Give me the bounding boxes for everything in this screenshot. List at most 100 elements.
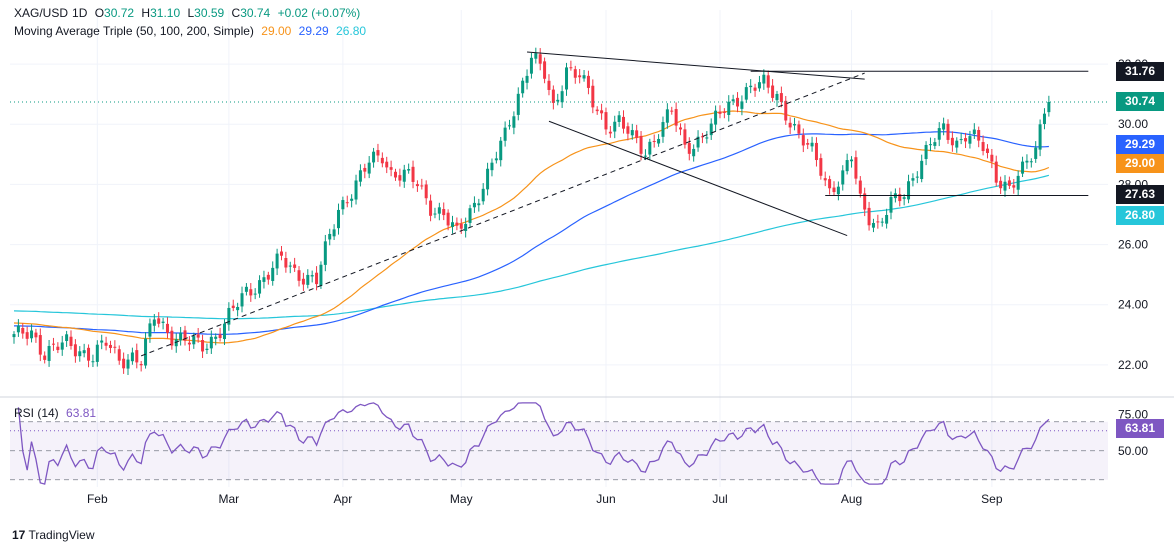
symbol-legend[interactable]: XAG/USD 1D O30.72 H31.10 L30.59 C30.74 +0…: [14, 6, 364, 20]
candle: [481, 183, 485, 205]
candle-body: [915, 176, 919, 178]
candle: [310, 270, 314, 283]
candle-body: [393, 171, 397, 178]
candle-body: [736, 97, 740, 107]
candle: [38, 328, 42, 362]
candle: [832, 181, 836, 196]
candle-body: [319, 264, 323, 286]
candle-body: [674, 109, 678, 126]
candle-body: [648, 141, 652, 155]
ma-legend[interactable]: Moving Average Triple (50, 100, 200, Sim…: [14, 24, 370, 38]
ma100-line: [14, 131, 1049, 335]
candle: [793, 117, 797, 131]
ohlc-open: O30.72: [94, 6, 135, 20]
price-tick-label: 22.00: [1118, 358, 1148, 372]
candle: [100, 334, 104, 350]
price-tick-label: 24.00: [1118, 298, 1148, 312]
candle: [279, 246, 283, 261]
candle-body: [727, 101, 731, 115]
candle-body: [82, 350, 86, 354]
candle: [687, 137, 691, 161]
candle: [21, 323, 25, 339]
candle-body: [398, 175, 402, 181]
candle-body: [832, 187, 836, 193]
candle: [595, 106, 599, 115]
candle-body: [582, 75, 586, 79]
candle-body: [670, 110, 674, 112]
candle-body: [626, 126, 630, 134]
candle-body: [192, 336, 196, 345]
candle-body: [205, 348, 209, 350]
candle: [718, 105, 722, 119]
candle-body: [560, 91, 564, 103]
candle: [73, 339, 77, 363]
candle: [766, 70, 770, 94]
candle-body: [1034, 147, 1038, 159]
candle: [275, 248, 279, 276]
candle-body: [911, 178, 915, 181]
candle-body: [152, 319, 156, 326]
candle-body: [332, 229, 336, 237]
candle-body: [538, 54, 542, 64]
candle: [508, 119, 512, 130]
candle: [753, 83, 757, 97]
candle-body: [288, 265, 292, 267]
candle-body: [639, 135, 643, 154]
candle-body: [284, 257, 288, 268]
candle: [240, 286, 244, 313]
candle-body: [920, 160, 924, 180]
candle-body: [385, 161, 389, 168]
candle: [170, 326, 174, 350]
candle-body: [91, 361, 95, 363]
candle: [569, 60, 573, 71]
candle-body: [372, 151, 376, 163]
candle-body: [437, 207, 441, 214]
candle-body: [490, 162, 494, 171]
candle-body: [521, 80, 525, 94]
candle-body: [69, 336, 73, 347]
candle: [885, 208, 889, 229]
candle-body: [240, 293, 244, 307]
tradingview-logo[interactable]: 17 TradingView: [12, 528, 95, 542]
candle: [393, 168, 397, 181]
candle: [398, 168, 402, 187]
candle: [924, 141, 928, 166]
candle-body: [358, 170, 362, 182]
candle-body: [209, 336, 213, 349]
candle: [700, 132, 704, 144]
candle: [258, 275, 262, 298]
candle-body: [819, 158, 823, 176]
candle-body: [977, 130, 981, 141]
candle: [271, 261, 275, 286]
candle: [959, 132, 963, 145]
candle-body: [608, 131, 612, 134]
candle: [714, 105, 718, 132]
candle-body: [779, 93, 783, 102]
candle: [622, 110, 626, 134]
candle-body: [933, 142, 937, 146]
candle: [775, 90, 779, 107]
candle: [692, 144, 696, 162]
candle-body: [446, 212, 450, 226]
candle: [661, 116, 665, 143]
candle: [736, 92, 740, 113]
candle: [591, 79, 595, 114]
candle-body: [271, 267, 275, 281]
time-tick-label: Sep: [981, 492, 1003, 506]
candle-body: [266, 274, 270, 280]
candle: [1003, 175, 1007, 197]
candle: [490, 158, 494, 177]
candle-body: [907, 181, 911, 200]
rsi-legend[interactable]: RSI (14) 63.81: [14, 406, 100, 420]
candle-body: [1007, 180, 1011, 186]
candle-body: [12, 334, 16, 338]
candle: [942, 117, 946, 136]
rsi-price-tag: 63.81: [1116, 419, 1164, 438]
candle: [389, 160, 393, 177]
candle: [249, 283, 253, 302]
candle-body: [47, 345, 51, 361]
candle-body: [700, 136, 704, 138]
candle: [415, 180, 419, 192]
candle: [144, 332, 148, 369]
